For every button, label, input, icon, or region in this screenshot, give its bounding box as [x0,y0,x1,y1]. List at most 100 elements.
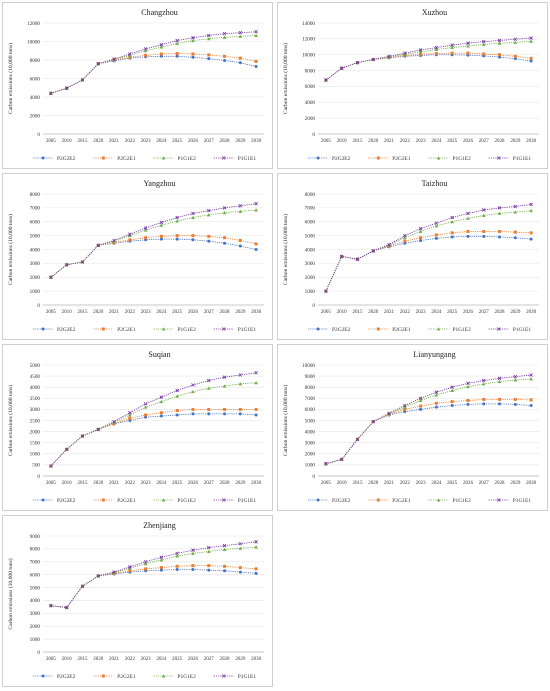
data-point-p1g1e2 [497,41,502,45]
y-tick-label: 1500 [30,441,41,447]
data-point-p2g2e2 [529,404,533,408]
x-tick-label: 2024 [431,481,442,486]
x-tick-label: 2023 [141,310,152,315]
data-point-p1g1e1 [206,545,211,550]
x-tick-label: 2027 [204,481,215,486]
series-line-p2g2e2 [325,235,532,292]
x-tick-label: 2022 [400,139,411,144]
data-point-p1g1e2 [175,41,179,45]
chart-title: Suqian [148,350,170,359]
data-point-p2g2e1 [207,53,211,57]
data-point-p2g2e1 [529,56,533,60]
x-tick-label: 2010 [337,481,348,486]
data-point-p2g2e1 [144,567,148,571]
data-point-p1g1e1 [238,30,243,35]
legend-item-p2g2e1: P2G2E1 [117,327,136,333]
data-point-p2g2e1 [175,52,179,56]
data-point-p1g1e1 [466,381,470,386]
x-tick-label: 2025 [447,139,458,144]
data-point-p1g1e2 [418,229,423,233]
data-point-p2g2e2 [482,234,486,238]
data-point-p1g1e1 [529,36,533,40]
data-point-p1g1e1 [254,370,258,375]
legend-item-p1g1e2: P1G1E2 [453,156,472,162]
x-tick-label: 2024 [431,310,442,315]
data-point-p1g1e1 [418,226,423,231]
data-point-p1g1e2 [143,228,148,232]
data-point-p1g1e1 [143,559,148,564]
y-tick-label: 8000 [30,192,41,198]
series-line-p2g2e1 [50,235,257,278]
x-tick-label: 2027 [204,657,215,662]
data-point-p1g1e1 [418,396,423,401]
y-axis-label: Carbon emissions (10,000 tons) [7,385,14,456]
y-tick-label: 8000 [30,547,41,553]
data-point-p1g1e1 [481,378,486,383]
data-point-p2g2e1 [419,52,423,56]
data-point-p2g2e1 [128,569,132,573]
data-point-p1g1e2 [128,566,132,570]
y-tick-label: 500 [32,463,40,469]
data-point-p1g1e1 [434,390,439,394]
data-point-p2g2e1 [191,52,195,56]
data-point-p2g2e2 [175,413,179,417]
y-axis-label: Carbon emissions (10,000 tons) [7,214,14,285]
data-point-p1g1e1 [80,260,85,264]
x-tick-label: 2015 [77,481,88,486]
x-tick-label: 2021 [109,139,120,144]
y-tick-label: 8000 [305,192,316,198]
y-tick-label: 2000 [305,452,316,458]
y-axis-label: Carbon emissions (10,000 tons) [7,558,14,629]
legend-swatch-marker [41,156,45,160]
x-tick-label: 2026 [188,139,199,144]
y-tick-label: 10000 [302,363,315,369]
x-tick-label: 2020 [368,310,379,315]
data-point-p1g1e2 [143,561,148,566]
data-point-p1g1e2 [191,389,195,394]
data-point-p2g2e1 [207,407,211,411]
y-tick-label: 6000 [30,572,41,578]
chart-title: Xuzhou [422,8,447,17]
x-tick-label: 2015 [352,310,363,315]
data-point-p1g1e1 [434,221,439,225]
legend-item-p2g2e2: P2G2E2 [57,674,76,680]
x-tick-label: 2005 [46,139,57,144]
data-point-p1g1e2 [206,386,211,390]
data-point-p2g2e2 [175,54,179,58]
chart-suqian: Suqian 0 500 1000 1500 2000 2500 3000 3500 4000 45… [7,350,264,504]
data-point-p1g1e2 [387,55,391,59]
series-line-p1g1e1 [50,541,257,608]
data-point-p1g1e2 [112,420,116,425]
y-tick-label: 14000 [302,21,315,27]
data-point-p2g2e2 [191,55,195,59]
legend-swatch-marker [221,156,226,160]
data-point-p1g1e1 [481,39,486,44]
x-tick-label: 2022 [125,657,136,662]
chart-title: Changzhou [141,8,177,17]
data-point-p2g2e2 [207,239,211,243]
y-tick-label: 2000 [30,624,41,630]
data-point-p1g1e1 [418,48,423,52]
data-point-p2g2e1 [191,234,195,238]
legend-item-p2g2e2: P2G2E2 [332,498,351,504]
chart-lianyungang: Lianyungang 0 1000 2000 3000 4000 5000 6000 7000… [282,350,539,504]
y-tick-label: 5000 [30,233,41,239]
data-point-p1g1e1 [64,262,69,267]
data-point-p1g1e1 [497,206,502,210]
data-point-p2g2e1 [159,411,163,415]
data-point-p1g1e2 [222,35,227,39]
y-tick-label: 1000 [30,289,41,295]
x-tick-label: 2030 [251,139,262,144]
data-point-p2g2e1 [254,59,258,63]
x-tick-label: 2028 [220,481,231,486]
legend-item-p1g1e1: P1G1E1 [238,498,257,504]
x-tick-label: 2025 [172,139,183,144]
data-point-p1g1e1 [222,375,227,379]
data-point-p1g1e1 [466,211,470,216]
y-tick-label: 6000 [305,407,316,413]
data-point-p2g2e2 [254,64,258,68]
data-point-p2g2e2 [159,414,163,418]
y-tick-label: 7000 [30,560,41,566]
chart-title: Zhenjiang [143,521,175,530]
data-point-p2g2e1 [498,229,502,233]
